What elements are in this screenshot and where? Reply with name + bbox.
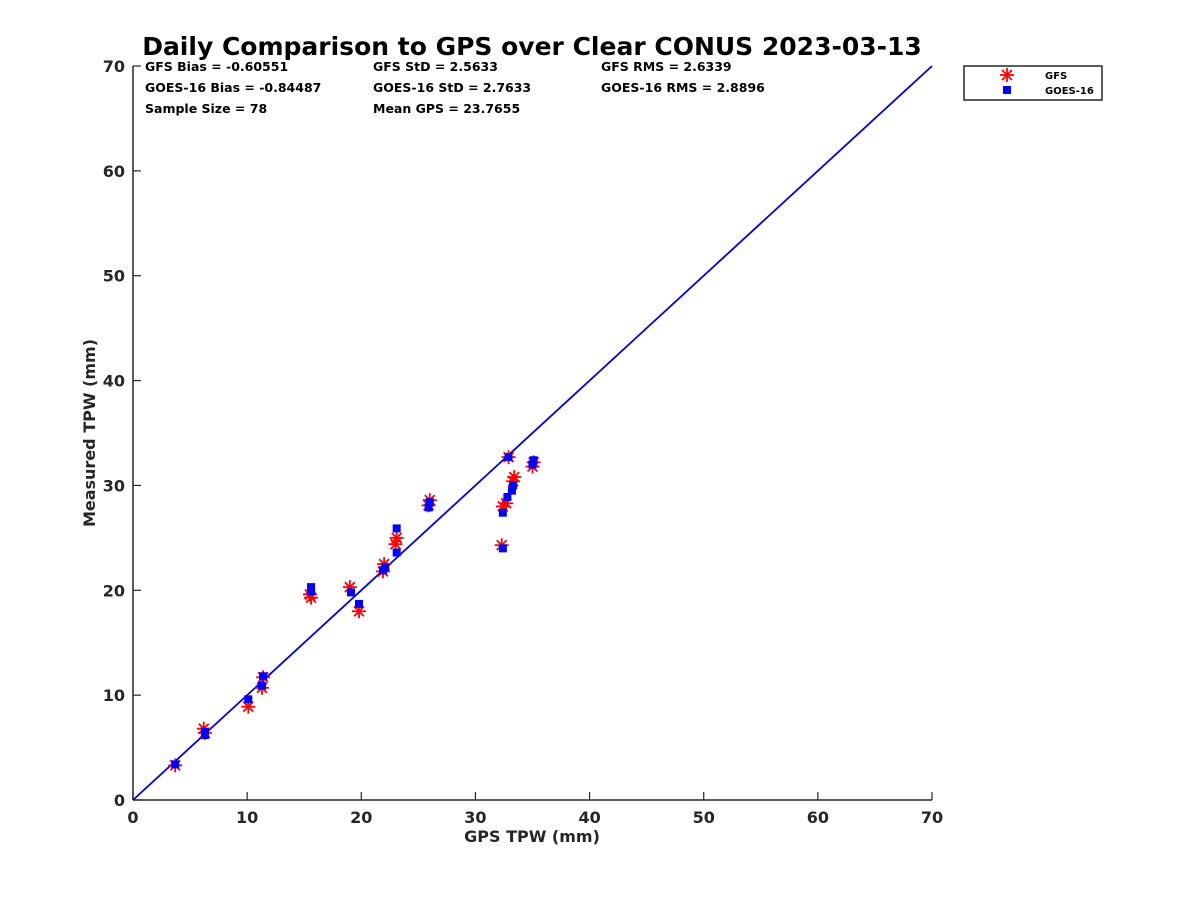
gfs-series xyxy=(168,450,541,773)
goes16-point xyxy=(498,508,507,517)
y-tick-label: 50 xyxy=(103,267,125,286)
y-tick-label: 0 xyxy=(114,791,125,810)
goes16-point xyxy=(507,486,516,495)
x-tick-label: 10 xyxy=(236,808,258,827)
stat-goes-std: GOES-16 StD = 2.7633 xyxy=(373,80,531,95)
stats-annotations: GFS Bias = -0.60551 GFS StD = 2.5633 GFS… xyxy=(145,59,765,116)
goes16-point xyxy=(259,672,268,681)
goes16-point xyxy=(307,587,316,596)
y-tick-label: 10 xyxy=(103,686,125,705)
x-axis-label: GPS TPW (mm) xyxy=(464,827,600,846)
stat-goes-bias: GOES-16 Bias = -0.84487 xyxy=(145,80,321,95)
goes16-series xyxy=(171,453,538,769)
x-tick-label: 40 xyxy=(578,808,600,827)
stat-sample-size: Sample Size = 78 xyxy=(145,101,267,116)
legend: GFS GOES-16 xyxy=(963,65,1103,101)
goes16-point xyxy=(392,548,401,557)
goes16-point xyxy=(171,760,180,769)
goes16-point xyxy=(529,456,538,465)
x-axis-ticks: 0 10 20 30 40 50 60 70 xyxy=(127,792,943,827)
x-tick-label: 60 xyxy=(807,808,829,827)
y-axis-label: Measured TPW (mm) xyxy=(80,339,99,527)
goes16-point xyxy=(347,588,356,597)
goes16-point xyxy=(504,453,513,462)
legend-gfs-marker xyxy=(1000,68,1014,82)
goes16-point xyxy=(528,460,537,469)
y-tick-label: 20 xyxy=(103,581,125,600)
goes16-point xyxy=(498,544,507,553)
gfs-point xyxy=(352,604,367,619)
y-tick-label: 60 xyxy=(103,162,125,181)
goes16-point xyxy=(392,524,401,533)
x-tick-label: 0 xyxy=(127,808,138,827)
goes16-point xyxy=(200,727,209,736)
goes16-point xyxy=(244,695,253,704)
legend-gfs-asterisk xyxy=(1000,68,1014,82)
goes16-point xyxy=(503,492,512,501)
legend-goes16-marker xyxy=(1003,86,1011,94)
x-tick-label: 30 xyxy=(464,808,486,827)
x-tick-label: 20 xyxy=(350,808,372,827)
goes16-point xyxy=(381,563,390,572)
y-tick-label: 70 xyxy=(103,57,125,76)
goes16-point xyxy=(509,481,518,490)
y-axis-ticks: 0 10 20 30 40 50 60 70 xyxy=(103,57,141,810)
goes16-point xyxy=(424,503,433,512)
goes16-point xyxy=(257,681,266,690)
x-tick-label: 70 xyxy=(921,808,943,827)
goes16-point xyxy=(355,599,364,608)
x-tick-label: 50 xyxy=(693,808,715,827)
legend-gfs-label: GFS xyxy=(1045,71,1067,82)
y-tick-label: 30 xyxy=(103,476,125,495)
y-tick-label: 40 xyxy=(103,372,125,391)
chart-title: Daily Comparison to GPS over Clear CONUS… xyxy=(142,32,922,61)
stat-goes-rms: GOES-16 RMS = 2.8896 xyxy=(601,80,765,95)
stat-gfs-rms: GFS RMS = 2.6339 xyxy=(601,59,732,74)
stat-mean-gps: Mean GPS = 23.7655 xyxy=(373,101,520,116)
goes16-point xyxy=(307,583,316,592)
goes16-point xyxy=(425,498,434,507)
legend-box xyxy=(963,65,1103,101)
stat-gfs-bias: GFS Bias = -0.60551 xyxy=(145,59,288,74)
gfs-point xyxy=(389,530,404,545)
legend-goes16-label: GOES-16 xyxy=(1045,86,1094,97)
stat-gfs-std: GFS StD = 2.5633 xyxy=(373,59,498,74)
one-to-one-line xyxy=(132,65,933,801)
